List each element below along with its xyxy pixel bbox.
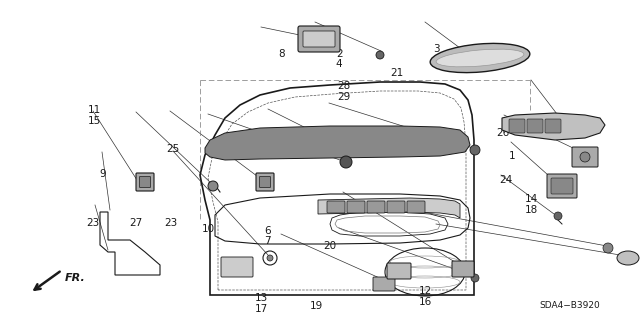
Text: 23: 23 (164, 218, 177, 228)
FancyBboxPatch shape (407, 201, 425, 213)
Text: 10: 10 (202, 224, 214, 234)
Text: 19: 19 (310, 300, 323, 311)
FancyBboxPatch shape (303, 31, 335, 47)
Circle shape (471, 274, 479, 282)
Text: 12
16: 12 16 (419, 286, 432, 307)
FancyBboxPatch shape (545, 119, 561, 133)
FancyBboxPatch shape (221, 257, 253, 277)
FancyBboxPatch shape (298, 26, 340, 52)
FancyBboxPatch shape (367, 201, 385, 213)
Text: 3
5: 3 5 (433, 44, 440, 65)
FancyBboxPatch shape (256, 173, 274, 191)
Text: FR.: FR. (65, 273, 86, 283)
Text: 21: 21 (390, 68, 403, 78)
Text: 26: 26 (496, 128, 509, 138)
Text: 9: 9 (99, 169, 106, 179)
FancyBboxPatch shape (136, 173, 154, 191)
Circle shape (376, 51, 384, 59)
FancyBboxPatch shape (140, 176, 150, 188)
Ellipse shape (430, 43, 530, 73)
Text: 6
7: 6 7 (264, 226, 271, 247)
Text: 23: 23 (86, 218, 99, 228)
FancyBboxPatch shape (572, 147, 598, 167)
Circle shape (554, 212, 562, 220)
Circle shape (470, 145, 480, 155)
Text: 14
18: 14 18 (525, 194, 538, 215)
FancyBboxPatch shape (387, 201, 405, 213)
Circle shape (340, 156, 352, 168)
Text: 25: 25 (166, 144, 179, 154)
Text: 8: 8 (278, 48, 285, 59)
FancyBboxPatch shape (547, 174, 577, 198)
Circle shape (603, 243, 613, 253)
Circle shape (208, 181, 218, 191)
Circle shape (267, 255, 273, 261)
FancyBboxPatch shape (347, 201, 365, 213)
Text: 2
4: 2 4 (336, 48, 342, 70)
Ellipse shape (617, 251, 639, 265)
FancyBboxPatch shape (327, 201, 345, 213)
FancyBboxPatch shape (373, 277, 395, 291)
FancyBboxPatch shape (387, 263, 411, 279)
Ellipse shape (436, 49, 524, 67)
Polygon shape (205, 126, 470, 160)
Text: 24: 24 (499, 175, 512, 185)
FancyBboxPatch shape (527, 119, 543, 133)
FancyBboxPatch shape (452, 261, 474, 277)
Text: 13
17: 13 17 (255, 293, 268, 314)
Polygon shape (318, 198, 460, 218)
FancyBboxPatch shape (259, 176, 271, 188)
Text: 28
29: 28 29 (338, 81, 351, 102)
Text: 11
15: 11 15 (88, 105, 101, 126)
Circle shape (580, 152, 590, 162)
Text: 20: 20 (323, 241, 336, 251)
Text: 27: 27 (130, 218, 143, 228)
Text: SDA4−B3920: SDA4−B3920 (540, 300, 600, 309)
FancyBboxPatch shape (509, 119, 525, 133)
FancyBboxPatch shape (551, 178, 573, 194)
Polygon shape (502, 113, 605, 140)
Text: 1: 1 (509, 151, 515, 161)
